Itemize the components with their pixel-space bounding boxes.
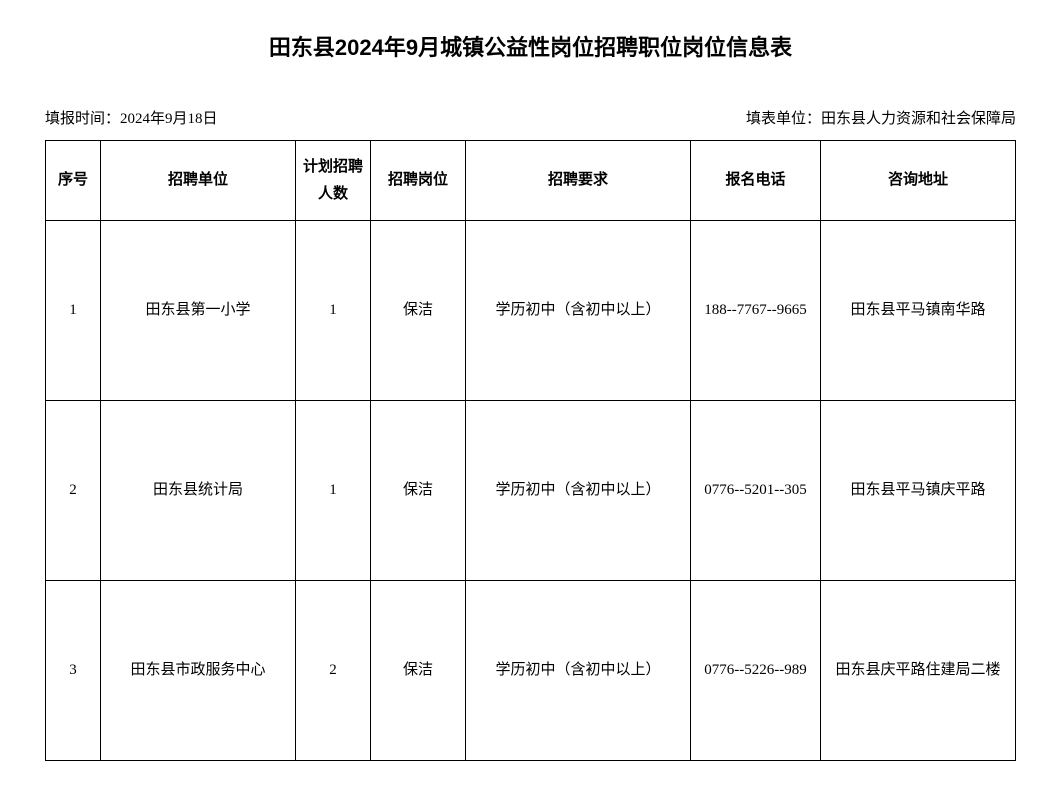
cell-unit: 田东县统计局: [101, 401, 296, 581]
cell-unit: 田东县第一小学: [101, 221, 296, 401]
header-seq: 序号: [46, 141, 101, 221]
cell-seq: 3: [46, 581, 101, 761]
header-position: 招聘岗位: [371, 141, 466, 221]
recruitment-table: 序号 招聘单位 计划招聘人数 招聘岗位 招聘要求 报名电话 咨询地址 1 田东县…: [45, 140, 1016, 761]
page-title: 田东县2024年9月城镇公益性岗位招聘职位岗位信息表: [45, 30, 1016, 62]
cell-count: 1: [296, 221, 371, 401]
cell-seq: 2: [46, 401, 101, 581]
table-row: 2 田东县统计局 1 保洁 学历初中（含初中以上） 0776--5201--30…: [46, 401, 1016, 581]
report-time-value: 2024年9月18日: [120, 111, 218, 127]
cell-requirement: 学历初中（含初中以上）: [466, 221, 691, 401]
cell-count: 2: [296, 581, 371, 761]
cell-position: 保洁: [371, 581, 466, 761]
table-row: 3 田东县市政服务中心 2 保洁 学历初中（含初中以上） 0776--5226-…: [46, 581, 1016, 761]
cell-requirement: 学历初中（含初中以上）: [466, 401, 691, 581]
report-time: 填报时间：2024年9月18日: [45, 107, 218, 128]
report-unit: 填表单位：田东县人力资源和社会保障局: [746, 107, 1016, 128]
report-time-label: 填报时间：: [45, 111, 120, 127]
cell-unit: 田东县市政服务中心: [101, 581, 296, 761]
cell-address: 田东县庆平路住建局二楼: [821, 581, 1016, 761]
cell-position: 保洁: [371, 221, 466, 401]
cell-address: 田东县平马镇南华路: [821, 221, 1016, 401]
table-row: 1 田东县第一小学 1 保洁 学历初中（含初中以上） 188--7767--96…: [46, 221, 1016, 401]
cell-phone: 0776--5226--989: [691, 581, 821, 761]
report-unit-label: 填表单位：: [746, 111, 821, 127]
header-count: 计划招聘人数: [296, 141, 371, 221]
header-address: 咨询地址: [821, 141, 1016, 221]
cell-phone: 0776--5201--305: [691, 401, 821, 581]
table-body: 1 田东县第一小学 1 保洁 学历初中（含初中以上） 188--7767--96…: [46, 221, 1016, 761]
cell-position: 保洁: [371, 401, 466, 581]
cell-seq: 1: [46, 221, 101, 401]
table-header-row: 序号 招聘单位 计划招聘人数 招聘岗位 招聘要求 报名电话 咨询地址: [46, 141, 1016, 221]
cell-count: 1: [296, 401, 371, 581]
header-phone: 报名电话: [691, 141, 821, 221]
header-requirement: 招聘要求: [466, 141, 691, 221]
cell-requirement: 学历初中（含初中以上）: [466, 581, 691, 761]
report-unit-value: 田东县人力资源和社会保障局: [821, 111, 1016, 127]
header-unit: 招聘单位: [101, 141, 296, 221]
cell-address: 田东县平马镇庆平路: [821, 401, 1016, 581]
meta-row: 填报时间：2024年9月18日 填表单位：田东县人力资源和社会保障局: [45, 107, 1016, 128]
cell-phone: 188--7767--9665: [691, 221, 821, 401]
